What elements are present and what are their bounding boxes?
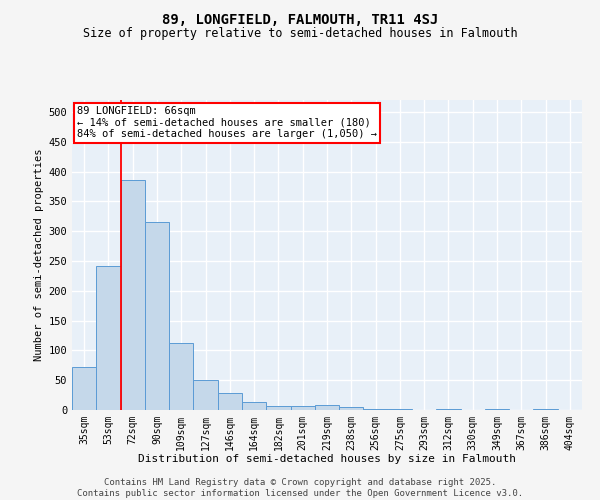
Bar — [169, 342, 193, 410]
Bar — [218, 392, 242, 410]
Text: 89, LONGFIELD, FALMOUTH, TR11 4SJ: 89, LONGFIELD, FALMOUTH, TR11 4SJ — [162, 12, 438, 26]
Bar — [72, 367, 96, 410]
Bar — [193, 380, 218, 410]
Bar — [315, 405, 339, 410]
Bar — [436, 409, 461, 410]
Bar — [339, 407, 364, 410]
Bar — [266, 406, 290, 410]
Bar — [242, 402, 266, 410]
Bar — [364, 409, 388, 410]
Y-axis label: Number of semi-detached properties: Number of semi-detached properties — [34, 149, 44, 361]
Text: Size of property relative to semi-detached houses in Falmouth: Size of property relative to semi-detach… — [83, 28, 517, 40]
Text: 89 LONGFIELD: 66sqm
← 14% of semi-detached houses are smaller (180)
84% of semi-: 89 LONGFIELD: 66sqm ← 14% of semi-detach… — [77, 106, 377, 140]
Bar — [96, 266, 121, 410]
Text: Contains HM Land Registry data © Crown copyright and database right 2025.
Contai: Contains HM Land Registry data © Crown c… — [77, 478, 523, 498]
X-axis label: Distribution of semi-detached houses by size in Falmouth: Distribution of semi-detached houses by … — [138, 454, 516, 464]
Bar — [290, 406, 315, 410]
Bar — [121, 180, 145, 410]
Bar — [145, 222, 169, 410]
